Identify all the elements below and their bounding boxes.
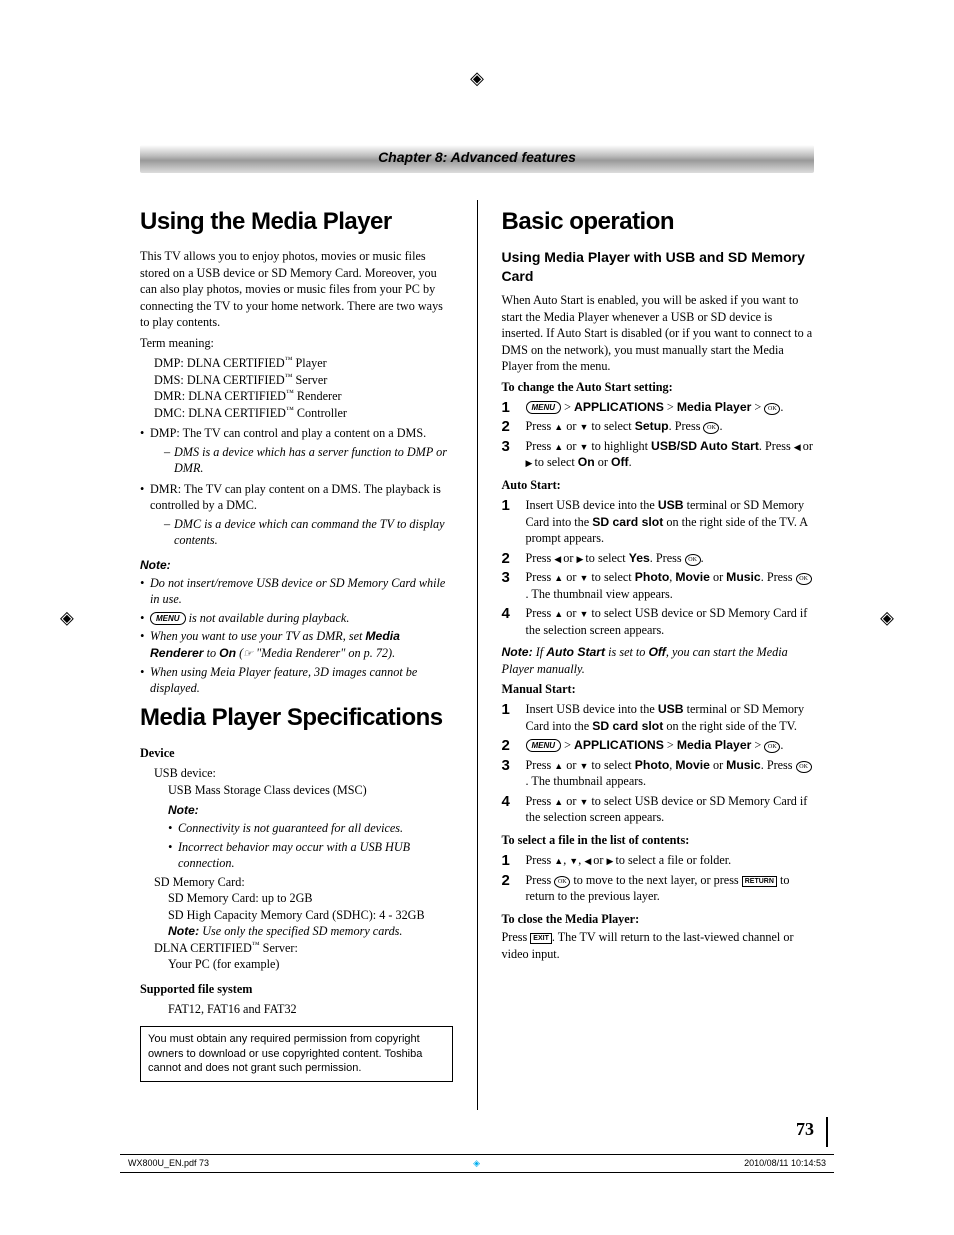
footer-filename: WX800U_EN.pdf 73: [128, 1158, 209, 1169]
menu-icon: MENU: [150, 612, 186, 625]
crop-mark-left: ◈: [60, 607, 74, 628]
return-icon: RETURN: [742, 876, 777, 887]
content-columns: Using the Media Player This TV allows yo…: [140, 200, 814, 1110]
term-meaning-head: Term meaning:: [140, 335, 453, 351]
crop-mark-right: ◈: [880, 607, 894, 628]
ok-icon: OK: [703, 422, 719, 434]
device-heading: Device: [140, 745, 453, 761]
exit-icon: EXIT: [530, 933, 552, 944]
left-column: Using the Media Player This TV allows yo…: [140, 200, 453, 1110]
menu-icon: MENU: [526, 739, 562, 752]
note-list: Do not insert/remove USB device or SD Me…: [140, 575, 453, 697]
steps-auto-start: 1Insert USB device into the USB terminal…: [502, 497, 815, 638]
ok-icon: OK: [685, 554, 701, 566]
heading-using-media-player: Using the Media Player: [140, 206, 453, 238]
ok-icon: OK: [764, 403, 780, 415]
heading-basic-operation: Basic operation: [502, 206, 815, 238]
ok-icon: OK: [764, 741, 780, 753]
ok-icon: OK: [554, 876, 570, 888]
column-divider: [477, 200, 478, 1110]
footer: WX800U_EN.pdf 73 ◈ 2010/08/11 10:14:53: [120, 1154, 834, 1173]
note-heading: Note:: [140, 557, 453, 573]
copyright-box: You must obtain any required permission …: [140, 1026, 453, 1083]
ok-icon: OK: [796, 573, 812, 585]
ok-icon: OK: [796, 761, 812, 773]
chapter-header: Chapter 8: Advanced features: [140, 145, 814, 173]
sec-close-player: To close the Media Player:: [502, 911, 815, 927]
up-icon: [554, 419, 563, 433]
heading-specifications: Media Player Specifications: [140, 702, 453, 734]
steps-autostart-setting: 1MENU > APPLICATIONS > Media Player > OK…: [502, 399, 815, 471]
sec-auto-start: Auto Start:: [502, 477, 815, 493]
intro-paragraph: This TV allows you to enjoy photos, movi…: [140, 248, 453, 330]
footer-crop-icon: ◈: [473, 1158, 480, 1169]
heading-usb-sd: Using Media Player with USB and SD Memor…: [502, 248, 815, 286]
steps-manual-start: 1Insert USB device into the USB terminal…: [502, 701, 815, 825]
sec-change-autostart: To change the Auto Start setting:: [502, 379, 815, 395]
crop-mark-top: ◈: [470, 68, 484, 89]
file-system-heading: Supported file system: [140, 981, 453, 997]
pointer-icon: ☞: [243, 648, 253, 660]
sec-manual-start: Manual Start:: [502, 681, 815, 697]
page-number: 73: [796, 1119, 814, 1140]
right-column: Basic operation Using Media Player with …: [502, 200, 815, 1110]
footer-timestamp: 2010/08/11 10:14:53: [744, 1158, 826, 1169]
page-number-bar: [826, 1117, 828, 1147]
sec-select-file: To select a file in the list of contents…: [502, 832, 815, 848]
steps-select-file: 1Press , , or to select a file or folder…: [502, 852, 815, 904]
autostart-off-note: Note: If Auto Start is set to Off, you c…: [502, 644, 815, 677]
term-list: DMP: DLNA CERTIFIED™ Player DMS: DLNA CE…: [154, 355, 453, 421]
menu-icon: MENU: [526, 401, 562, 414]
dmp-dmr-list: DMP: The TV can control and play a conte…: [140, 425, 453, 548]
